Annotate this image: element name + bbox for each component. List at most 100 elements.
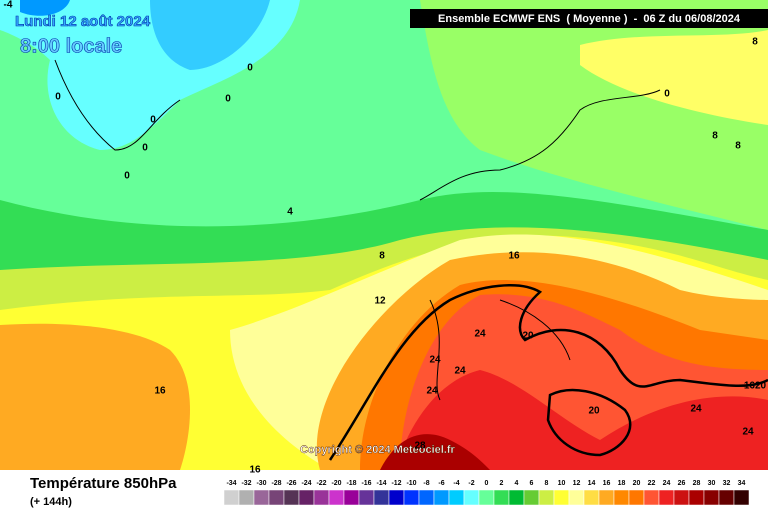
color-swatch [328,489,345,506]
color-swatch [703,489,720,506]
color-swatch [283,489,300,506]
contour-label: 24 [454,366,466,377]
coastline [54,59,661,401]
color-swatch [388,489,405,506]
scale-label: 2 [500,480,504,487]
color-swatch [553,489,570,506]
color-swatch [673,489,690,506]
color-swatch [298,489,315,506]
scale-label: -6 [438,480,444,487]
contour-label: 16 [249,465,261,476]
map [0,0,768,470]
color-swatch [643,489,660,506]
color-scale: -34 -32 -30 -28 -26 -24 -22 -20 -18 -16 -14 -12 -10-… [223,480,750,506]
forecast-date: Lundi 12 août 2024 [15,13,151,30]
contour-label: 20 [588,406,600,417]
scale-label: -22 [316,480,326,487]
contour-label: 8 [752,37,758,48]
contour-label: 0 [225,94,231,105]
zone-colder [150,0,270,70]
contour-label: 8 [379,251,385,262]
contour-label: 0 [664,89,670,100]
color-swatch [313,489,330,506]
zone-8 [580,30,768,125]
color-swatch [583,489,600,506]
scale-label: -16 [361,480,371,487]
color-swatch [238,489,255,506]
scale-label: 18 [618,480,626,487]
contour-label: 20 [522,331,534,342]
scale-label: -2 [468,480,474,487]
legend-title: Température 850hPa [30,475,177,492]
scale-label: -28 [271,480,281,487]
contour-label: 28 [414,441,426,452]
contour-label: 24 [429,355,441,366]
contour-label: 8 [712,131,718,142]
contour-label: 24 [742,427,754,438]
contour-label: -4 [4,0,13,11]
contour-label: 16 [154,386,166,397]
contour-label: 1620 [744,381,767,392]
color-swatch [448,489,465,506]
scale-label: 14 [588,480,596,487]
scale-label: -8 [423,480,429,487]
color-swatch [628,489,645,506]
color-swatch [568,489,585,506]
scale-label: 30 [708,480,716,487]
color-swatch [418,489,435,506]
scale-label: -30 [256,480,266,487]
color-swatch [523,489,540,506]
color-swatch [478,489,495,506]
color-swatch [373,489,390,506]
color-swatch [688,489,705,506]
zone-coldest [20,0,70,16]
scale-label: 6 [530,480,534,487]
contour-label: 8 [735,141,741,152]
color-swatch [538,489,555,506]
contour-label: 24 [690,404,702,415]
scale-label: 0 [485,480,489,487]
scale-label: 10 [558,480,566,487]
scale-label: 34 [738,480,746,487]
scale-label: 16 [603,480,611,487]
scale-label: -32 [241,480,251,487]
scale-label: -20 [331,480,341,487]
local-time: 8:00 locale [20,35,122,57]
scale-label: 28 [693,480,701,487]
scale-label: 32 [723,480,731,487]
scale-label: -18 [346,480,356,487]
scale-label: 20 [633,480,641,487]
contour-label: 16 [508,251,520,262]
contour-label: 24 [426,386,438,397]
contour-label: 0 [247,63,253,74]
color-swatch [358,489,375,506]
scale-label: -34 [226,480,236,487]
isotherm-20 [328,284,768,461]
color-swatch [268,489,285,506]
scale-label: -26 [286,480,296,487]
scale-label: 4 [515,480,519,487]
contour-label: 0 [142,143,148,154]
color-swatch [463,489,480,506]
color-swatch [658,489,675,506]
scale-label: 12 [573,480,581,487]
color-swatch [733,489,750,506]
contour-label: 0 [55,92,61,103]
color-swatch [253,489,270,506]
scale-label: 8 [545,480,549,487]
contour-label: 24 [474,329,486,340]
scale-label: 22 [648,480,656,487]
color-swatch [343,489,360,506]
scale-label: -10 [406,480,416,487]
color-swatch [718,489,735,506]
scale-label: 26 [678,480,686,487]
color-swatch [403,489,420,506]
isotherm-20-closed [546,388,632,457]
contour-label: 4 [287,207,293,218]
contour-label: 12 [374,296,386,307]
color-swatch [493,489,510,506]
lead-time: (+ 144h) [30,496,72,508]
zone-28 [380,434,490,470]
